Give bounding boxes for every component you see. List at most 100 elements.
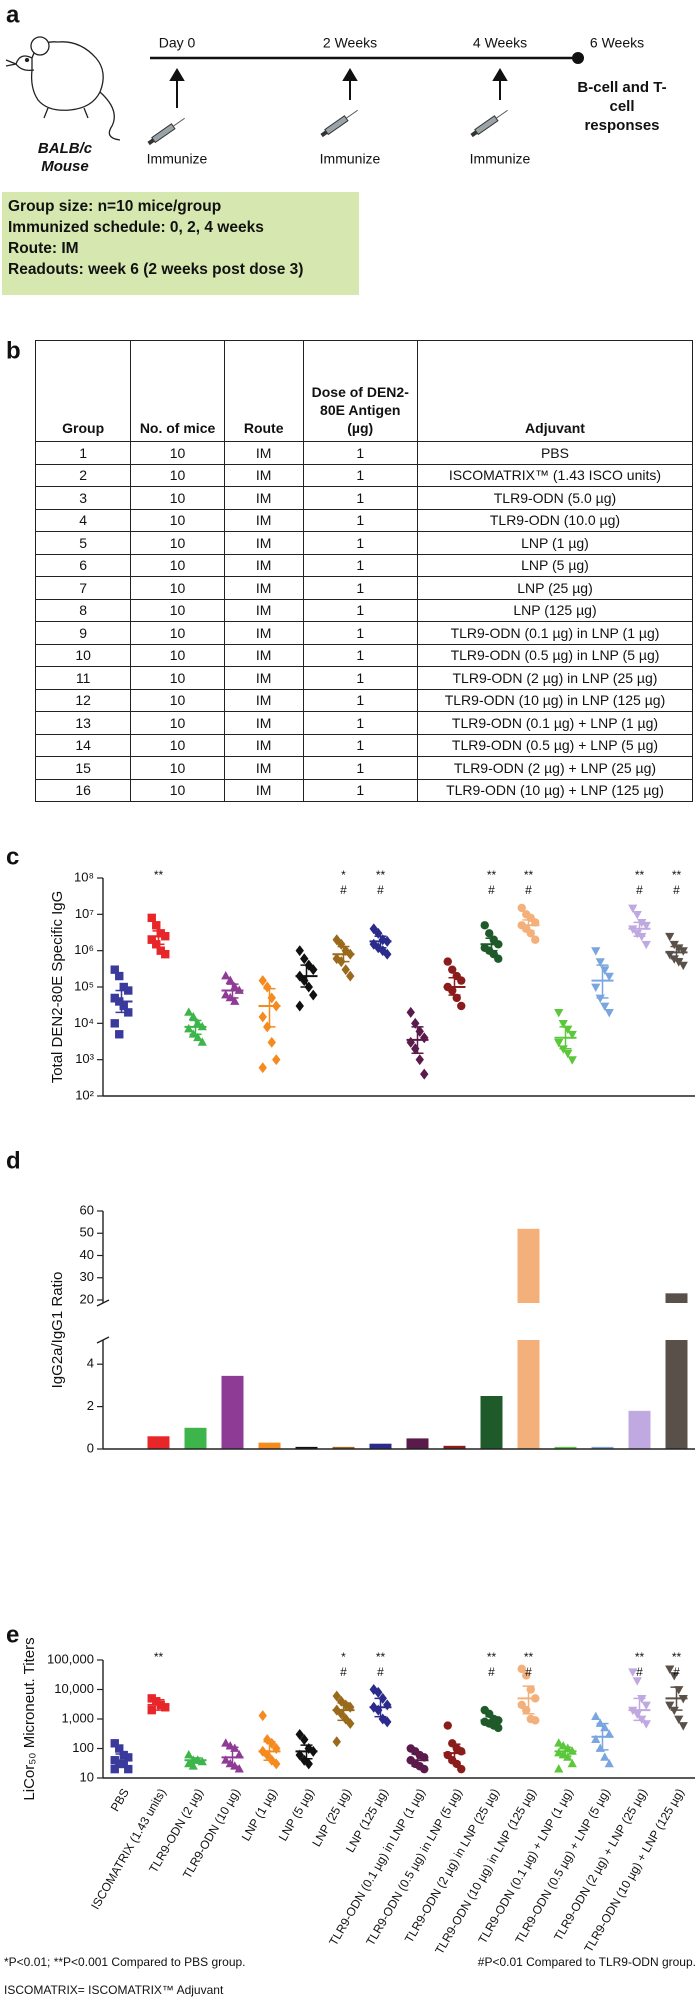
table-cell: 12 [34, 688, 132, 712]
data-point [383, 948, 392, 960]
data-point [124, 1764, 133, 1774]
data-point [452, 993, 461, 1003]
significance-label: # [340, 1665, 347, 1679]
data-point [604, 1009, 614, 1018]
table-cell: 10 [130, 508, 225, 532]
data-point [272, 1758, 281, 1770]
data-point [119, 982, 128, 992]
y-tick-label: 10³ [75, 1051, 94, 1066]
data-point [669, 1672, 679, 1681]
data-point [567, 1030, 577, 1040]
table-cell: IM [223, 756, 304, 780]
data-point [604, 1758, 614, 1768]
y-tick-label: 60 [80, 1202, 94, 1217]
data-point [115, 1744, 124, 1753]
data-point [554, 1738, 564, 1747]
table-cell: 4 [34, 508, 132, 532]
data-point [188, 1011, 198, 1021]
table-cell: IM [223, 711, 304, 735]
data-point [665, 1665, 675, 1674]
axis-break-gap [93, 1303, 695, 1340]
table-row: 11 10 IM 1 TLR9-ODN (2 µg) in LNP (25 µg) [34, 666, 694, 690]
significance-label: # [636, 883, 643, 897]
table-cell: 1 [302, 643, 418, 667]
bar [147, 1436, 170, 1449]
data-point [443, 1721, 452, 1730]
data-point [457, 976, 466, 985]
table-cell: IM [223, 598, 304, 622]
y-axis-label: IgG2a/IgG1 Ratio [49, 1272, 66, 1389]
data-point [531, 935, 540, 944]
data-point [595, 1743, 605, 1752]
table-row: 2 10 IM 1 ISCOMATRIX™ (1.43 ISCO units) [34, 463, 694, 487]
data-point [184, 1758, 194, 1768]
table-cell: 10 [130, 621, 225, 645]
significance-label: # [525, 1665, 532, 1679]
box-line: Group size: n=10 mice/group [8, 198, 222, 215]
significance-label: ** [154, 868, 164, 882]
data-point [420, 1068, 429, 1080]
data-point [234, 1750, 244, 1759]
data-point [341, 964, 350, 976]
table-cell: TLR9-ODN (2 µg) + LNP (25 µg) [416, 756, 694, 780]
header-cell: Group [34, 340, 132, 442]
data-point [554, 1764, 564, 1773]
table-cell: 5 [34, 531, 132, 555]
data-point [558, 1019, 568, 1029]
data-point [119, 1001, 128, 1011]
bar [591, 1446, 614, 1449]
timeline-label: 2 Weeks [323, 35, 377, 51]
table-cell: 10 [130, 733, 225, 757]
data-point [197, 1037, 207, 1046]
table-cell: 1 [302, 441, 418, 465]
table-cell: IM [223, 508, 304, 532]
data-point [531, 1716, 540, 1725]
data-point [641, 1720, 651, 1729]
table-cell: 10 [130, 531, 225, 555]
data-point [156, 929, 165, 938]
data-point [147, 913, 156, 923]
x-tick-label: LNP (1 µg) [239, 1786, 280, 1843]
y-tick-label: 0 [87, 1440, 94, 1455]
table-cell: TLR9-ODN (10 µg) in LNP (125 µg) [416, 688, 694, 712]
data-point [332, 1690, 341, 1702]
box-line: Readouts: week 6 (2 weeks post dose 3) [8, 261, 304, 278]
table-row: 10 10 IM 1 TLR9-ODN (0.5 µg) in LNP (5 µg) [34, 643, 694, 667]
y-tick-label: 100 [72, 1740, 94, 1755]
data-point [369, 923, 378, 935]
data-point [258, 1011, 267, 1023]
y-tick-label: 10 [80, 1769, 94, 1784]
panel-label: b [6, 337, 21, 364]
immunize-label: Immunize [470, 151, 531, 167]
footnote: ISCOMATRIX= ISCOMATRIX™ Adjuvant [4, 1983, 224, 1997]
significance-label: # [525, 883, 532, 897]
bar [443, 1445, 466, 1449]
y-tick-label: 1,000 [61, 1710, 94, 1725]
data-point [665, 1701, 675, 1710]
table-cell: 14 [34, 733, 132, 757]
y-tick-label: 50 [80, 1225, 94, 1240]
table-cell: LNP (25 µg) [416, 576, 694, 600]
table-cell: 10 [130, 666, 225, 690]
data-point [295, 1000, 304, 1012]
table-cell: 3 [34, 486, 132, 510]
table-cell: 1 [302, 598, 418, 622]
y-tick-label: 100,000 [47, 1651, 94, 1666]
data-point [641, 921, 651, 931]
significance-label: ** [487, 1650, 497, 1664]
significance-label: ** [672, 1650, 682, 1664]
data-point [591, 983, 601, 993]
data-point [221, 1755, 231, 1764]
significance-label: # [673, 1665, 680, 1679]
significance-label: # [488, 1665, 495, 1679]
footnote: #P<0.01 Compared to TLR9-ODN group. [477, 1955, 696, 1969]
significance-label: * [341, 1650, 346, 1664]
data-point [115, 971, 124, 981]
significance-label: ** [487, 868, 497, 882]
table-row: 14 10 IM 1 TLR9-ODN (0.5 µg) + LNP (5 µg) [34, 733, 694, 757]
immunize-label: Immunize [147, 151, 208, 167]
data-point [637, 932, 647, 942]
data-point [115, 1030, 124, 1039]
significance-label: # [673, 883, 680, 897]
data-point [600, 1002, 610, 1012]
